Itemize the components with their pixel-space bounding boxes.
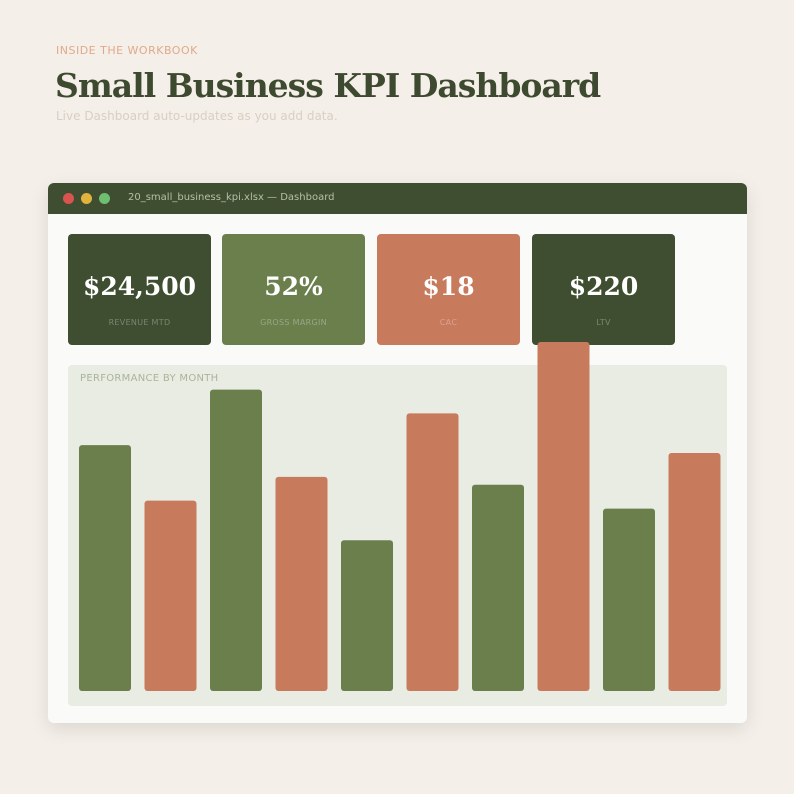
chart-bar	[210, 389, 262, 691]
close-window-button[interactable]	[63, 193, 74, 204]
kpi-value: $18	[422, 272, 475, 301]
kpi-label: REVENUE MTD	[108, 318, 171, 327]
chart-bar	[472, 484, 524, 691]
kpi-card-revenue[interactable]: $24,500 REVENUE MTD	[68, 234, 211, 345]
kpi-value: 52%	[264, 272, 323, 301]
chart-bar	[79, 445, 131, 691]
maximize-window-button[interactable]	[99, 193, 110, 204]
kpi-card-gross-margin[interactable]: 52% GROSS MARGIN	[222, 234, 365, 345]
kpi-label: CAC	[439, 318, 458, 327]
kpi-label: GROSS MARGIN	[260, 318, 327, 327]
kpi-value: $24,500	[82, 272, 197, 301]
performance-bar-chart	[79, 342, 721, 691]
chart-bar	[406, 413, 459, 691]
page-subtitle: Live Dashboard auto-updates as you add d…	[56, 109, 338, 123]
window-filename: 20_small_business_kpi.xlsx — Dashboard	[128, 192, 335, 203]
chart-title: PERFORMANCE BY MONTH	[80, 373, 219, 384]
page-title: Small Business KPI Dashboard	[55, 66, 601, 105]
chart-bar	[341, 540, 393, 691]
window-titlebar: 20_small_business_kpi.xlsx — Dashboard	[48, 183, 747, 214]
eyebrow-label: INSIDE THE WORKBOOK	[56, 44, 198, 57]
kpi-label: LTV	[596, 318, 611, 327]
kpi-value: $220	[568, 272, 639, 301]
kpi-card-ltv[interactable]: $220 LTV	[532, 234, 675, 345]
chart-bar	[537, 342, 590, 691]
chart-bar	[668, 453, 721, 691]
chart-bar	[603, 508, 655, 691]
chart-bar	[144, 500, 197, 691]
app-window: 20_small_business_kpi.xlsx — Dashboard $…	[48, 183, 747, 723]
minimize-window-button[interactable]	[81, 193, 92, 204]
kpi-card-cac[interactable]: $18 CAC	[377, 234, 520, 345]
chart-bar	[275, 476, 328, 691]
